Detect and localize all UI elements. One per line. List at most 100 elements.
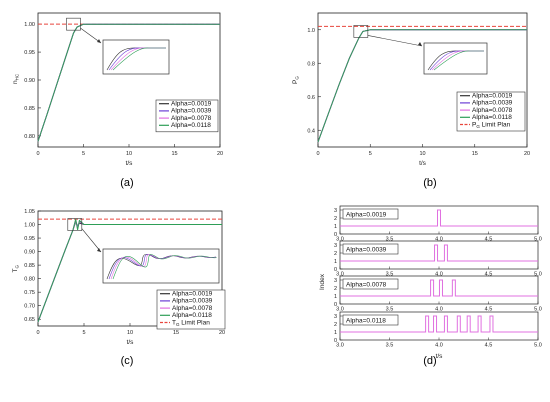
x-tick-label: 3.5 [386,237,394,243]
x-tick-label: 3.5 [386,307,394,313]
zoom-inset [102,248,220,284]
x-tick-label: 10 [419,151,425,157]
zoom-arrow-head [97,39,101,43]
x-tick-label: 10 [127,330,133,336]
x-tick-label: 4.5 [485,272,493,278]
x-tick-label: 4.5 [485,237,493,243]
zoom-region [353,25,369,38]
y-tick-label: 3 [334,278,337,284]
index-step-line [340,244,538,262]
subplot-label-box [342,208,399,220]
zoom-inset [102,39,170,75]
y-tick-label: 3 [334,243,337,249]
x-tick-label: 5.0 [534,307,542,313]
subplot-label: Alpha=0.0019 [346,211,387,218]
panel-label: (a) [120,177,133,189]
x-tick-label: 5.0 [534,237,542,243]
x-tick-label: 3.5 [386,343,394,349]
y-tick-label: 3 [334,314,337,320]
y-tick-label: 1 [334,259,337,265]
x-tick-label: 5 [82,151,85,157]
y-axis-label: nHC [12,73,20,84]
legend-entry: Alpha=0.0118 [472,114,512,121]
zoom-series-line [112,47,166,71]
x-axis-label: t/s [126,160,134,167]
x-tick-label: 0 [36,330,39,336]
x-axis-label: t/s [436,353,444,360]
legend-entry: Alpha=0.0118 [172,312,212,319]
legend-entry: Alpha=0.0019 [472,93,513,100]
y-tick-label: 0.90 [24,250,35,256]
y-tick-label: 3 [334,208,337,214]
y-axis-label: TG [12,265,20,273]
subplot-label-box [342,314,399,326]
y-tick-label: 0.95 [24,236,35,242]
x-tick-label: 15 [171,151,177,157]
y-axis-label: PG [292,76,300,84]
y-tick-label: 0 [334,267,337,273]
x-tick-label: 3.0 [336,272,344,278]
legend-entry: TG Limit Plan [172,319,210,327]
x-tick-label: 3.0 [336,307,344,313]
y-axis-label: Index [319,273,326,290]
y-tick-label: 0.85 [24,106,35,112]
x-tick-label: 3.0 [336,343,344,349]
x-tick-label: 4.5 [485,307,493,313]
y-tick-label: 0.90 [24,78,35,84]
legend-box [155,99,219,133]
series-line [317,29,527,143]
legend-box [156,289,226,330]
x-tick-label: 4.0 [435,237,443,243]
zoom-arrow-head [418,42,422,46]
x-tick-label: 20 [219,330,225,336]
x-tick-label: 3.5 [386,272,394,278]
zoom-arrow [81,228,102,253]
y-tick-label: 0.80 [24,134,35,140]
y-tick-label: 1.00 [24,223,35,229]
series-line [37,23,220,142]
y-tick-label: 0.8 [307,61,315,67]
zoom-region [67,218,83,231]
legend-entry: Alpha=0.0118 [171,122,211,129]
y-tick-label: 2 [334,286,337,292]
panel-label: (b) [423,177,436,189]
panel-b: 0 5 10 15 200.40.60.81.0t/sPGAlpha=0.0019Alp… [292,12,530,189]
x-tick-label: 5.0 [534,343,542,349]
y-tick-label: 2 [334,216,337,222]
x-axis-label: t/s [419,160,427,167]
y-tick-label: 0 [334,232,337,238]
panel-a: 0 5 10 15 20 0.80 0.85 0.90 0.95 1.00 t/s nHC Alpha=… [12,12,223,189]
legend-entry: Alpha=0.0078 [172,305,213,312]
subplot-label: Alpha=0.0078 [346,281,387,288]
panel-label: (c) [121,355,134,367]
x-tick-label: 5 [369,151,372,157]
zoom-inset [423,42,488,75]
y-tick-label: 1.05 [24,209,35,215]
x-axis-label: t/s [127,339,135,346]
y-tick-label: 2 [334,322,337,328]
subplot-label-box [342,278,399,290]
legend-entry: Alpha=0.0078 [171,115,212,122]
legend-entry: Alpha=0.0019 [172,291,213,298]
y-tick-label: 0.70 [24,304,35,310]
panel-label: (d) [423,355,436,367]
y-tick-label: 0.95 [24,50,35,56]
zoom-arrow-head [97,248,101,252]
subplot-label: Alpha=0.0039 [346,246,387,253]
zoom-region [66,17,81,31]
x-tick-label: 20 [524,151,530,157]
x-tick-label: 4.0 [435,272,443,278]
x-tick-label: 10 [126,151,132,157]
x-tick-label: 15 [173,330,179,336]
x-tick-label: 5.0 [534,272,542,278]
x-tick-label: 15 [472,151,478,157]
legend-entry: Alpha=0.0039 [472,100,513,107]
subplot-label-box [342,243,399,255]
legend-entry: Alpha=0.0019 [171,101,212,108]
y-tick-label: 1.00 [24,22,35,28]
index-step-line [340,279,538,297]
y-tick-label: 2 [334,251,337,257]
y-tick-label: 1 [334,224,337,230]
y-tick-label: 1 [334,294,337,300]
